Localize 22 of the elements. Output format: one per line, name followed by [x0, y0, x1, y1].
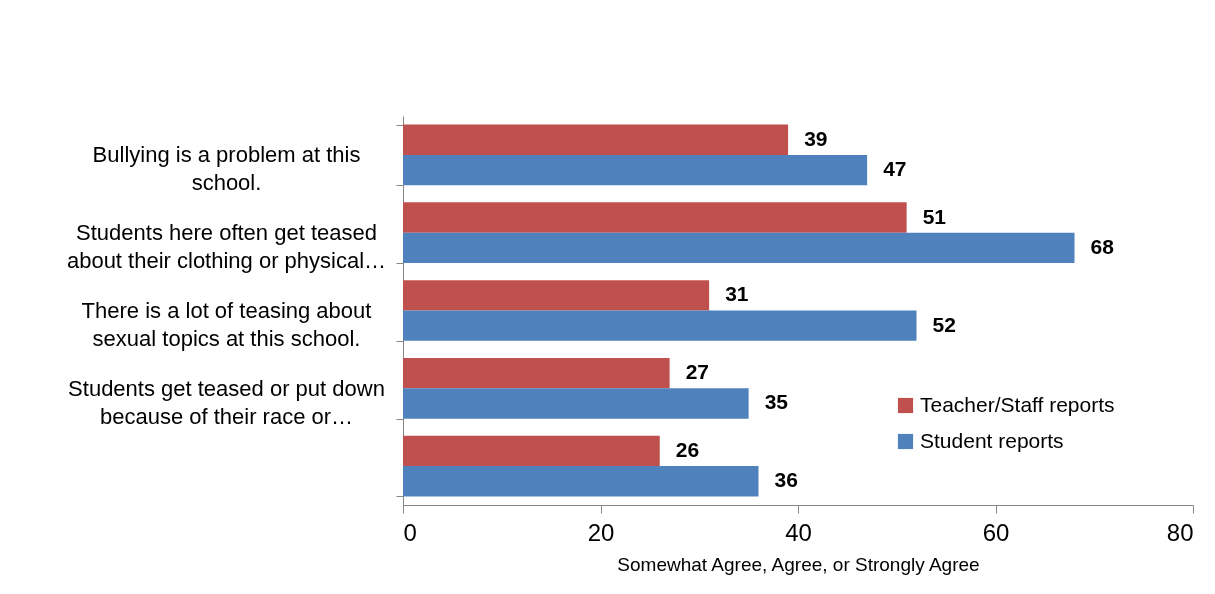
data-label: 35 — [764, 390, 789, 414]
legend-label: Student reports — [920, 428, 1064, 452]
legend-label: Teacher/Staff reports — [920, 392, 1115, 416]
data-label: 27 — [685, 360, 709, 384]
x-axis-title: Somewhat Agree, Agree, or Strongly Agree — [617, 553, 980, 575]
x-tick-label: 40 — [785, 518, 812, 546]
x-tick-label: 60 — [982, 518, 1010, 546]
data-label: 52 — [932, 312, 956, 336]
y-tick-label: Students get teased or put down because of their race or… — [68, 375, 385, 429]
x-tick-label: 80 — [1166, 518, 1194, 546]
data-label: 31 — [725, 282, 749, 306]
y-tick-label: Students here often get teased about their clothing or physical… — [66, 220, 387, 274]
data-label: 39 — [804, 126, 828, 150]
data-label: 51 — [922, 204, 947, 228]
y-tick-label: There is a lot of teasing about sexual topics at this school. — [81, 298, 372, 351]
y-tick-label: Bullying is a problem at this school. — [92, 142, 361, 196]
data-label: 68 — [1090, 234, 1115, 258]
x-tick-label: 0 — [403, 518, 417, 546]
data-label: 36 — [774, 468, 798, 492]
x-tick-label: 20 — [587, 518, 615, 546]
data-label: 26 — [675, 437, 700, 461]
data-label: 47 — [883, 157, 907, 181]
